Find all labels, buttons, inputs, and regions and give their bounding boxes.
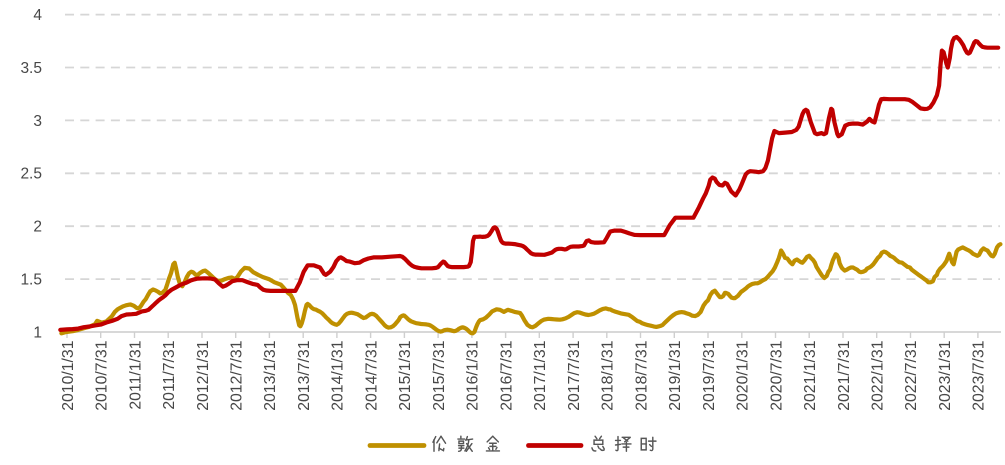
svg-text:2022/7/31: 2022/7/31 [903,340,920,410]
svg-text:2013/7/31: 2013/7/31 [296,340,313,410]
svg-text:3: 3 [33,113,42,130]
svg-text:2018/1/31: 2018/1/31 [600,340,617,410]
svg-text:2021/7/31: 2021/7/31 [836,340,853,410]
svg-text:2023/1/31: 2023/1/31 [937,340,954,410]
svg-text:2017/1/31: 2017/1/31 [532,340,549,410]
svg-text:2021/1/31: 2021/1/31 [802,340,819,410]
svg-text:2012/1/31: 2012/1/31 [195,340,212,410]
svg-text:2.5: 2.5 [20,166,42,183]
svg-text:2019/7/31: 2019/7/31 [701,340,718,410]
svg-text:2016/1/31: 2016/1/31 [465,340,482,410]
svg-text:2014/1/31: 2014/1/31 [330,340,347,410]
svg-text:2016/7/31: 2016/7/31 [498,340,515,410]
svg-text:2020/1/31: 2020/1/31 [735,340,752,410]
svg-text:2017/7/31: 2017/7/31 [566,340,583,410]
svg-text:4: 4 [33,7,42,24]
svg-text:2023/7/31: 2023/7/31 [971,340,988,410]
svg-text:1: 1 [33,324,42,341]
svg-text:2: 2 [33,219,42,236]
svg-text:2011/7/31: 2011/7/31 [161,340,178,409]
svg-text:2010/7/31: 2010/7/31 [94,340,111,410]
svg-text:2013/1/31: 2013/1/31 [262,340,279,410]
svg-text:2019/1/31: 2019/1/31 [667,340,684,410]
svg-text:2020/7/31: 2020/7/31 [768,340,785,410]
svg-text:2010/1/31: 2010/1/31 [60,340,77,410]
svg-text:2011/1/31: 2011/1/31 [127,340,144,409]
svg-text:3.5: 3.5 [20,60,42,77]
svg-text:2012/7/31: 2012/7/31 [229,340,246,410]
svg-text:2015/7/31: 2015/7/31 [431,340,448,410]
svg-text:1.5: 1.5 [20,272,42,289]
svg-text:2014/7/31: 2014/7/31 [363,340,380,410]
svg-text:2022/1/31: 2022/1/31 [870,340,887,410]
svg-text:2018/7/31: 2018/7/31 [633,340,650,410]
svg-text:2015/1/31: 2015/1/31 [397,340,414,410]
